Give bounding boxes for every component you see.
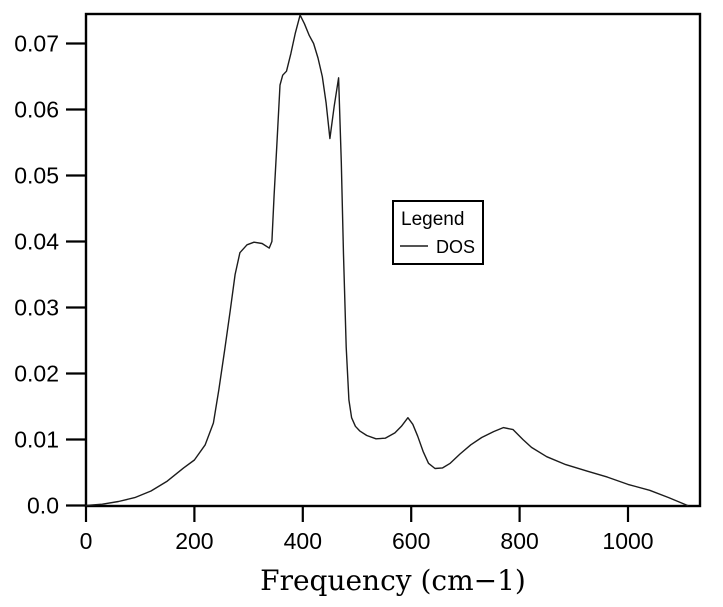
y-tick-label: 0.06: [14, 97, 59, 123]
plot-frame: [84, 12, 702, 508]
legend-box: [392, 200, 484, 265]
y-axis-ticks: 0.0 0.01 0.02 0.03 0.04 0.05 0.06 0.07: [14, 31, 85, 519]
y-tick-label: 0.03: [14, 295, 59, 321]
y-tick-label: 0.02: [14, 361, 59, 387]
x-axis-title: Frequency (cm−1): [260, 564, 526, 597]
legend: Legend DOS: [392, 200, 484, 265]
dos-curve: [85, 14, 689, 507]
legend-title: Legend: [401, 209, 464, 230]
legend-entry-dos: DOS: [436, 237, 475, 257]
x-tick-label: 0: [80, 528, 93, 554]
x-tick-label: 1000: [602, 528, 653, 554]
y-tick-label: 0.0: [27, 493, 59, 519]
x-axis-ticks: 0 200 400 600 800 1000: [80, 507, 654, 554]
y-tick-label: 0.07: [14, 31, 59, 57]
x-tick-label: 600: [392, 528, 430, 554]
y-tick-label: 0.05: [14, 163, 59, 189]
x-tick-label: 400: [284, 528, 322, 554]
y-tick-label: 0.04: [14, 229, 59, 255]
y-tick-label: 0.01: [14, 427, 59, 453]
x-tick-label: 200: [175, 528, 213, 554]
x-tick-label: 800: [500, 528, 538, 554]
